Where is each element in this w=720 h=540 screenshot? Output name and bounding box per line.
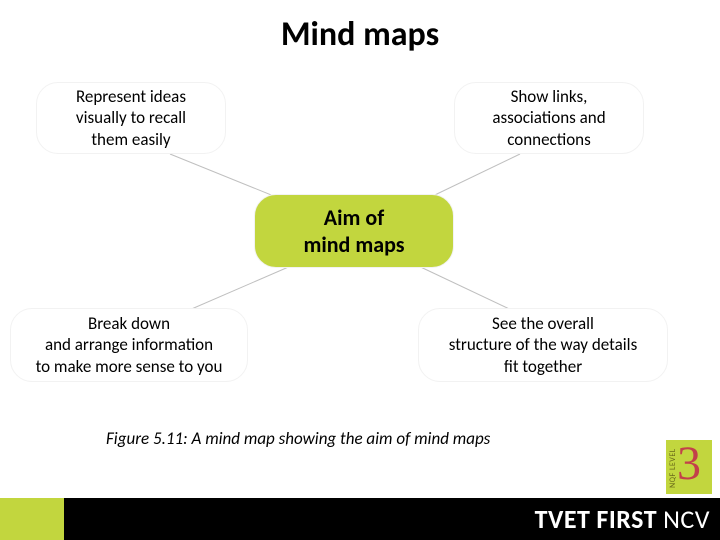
mindmap-node: Show links,associations andconnections (454, 82, 644, 154)
page-title: Mind maps (0, 0, 720, 55)
brand-ncv: NCV (663, 503, 710, 535)
brand-first: FIRST (596, 503, 657, 535)
brand-logo: TVET FIRST NCV (535, 503, 710, 535)
mindmap-node: Represent ideasvisually to recallthem ea… (36, 82, 226, 154)
mindmap-node: See the overallstructure of the way deta… (418, 308, 668, 382)
brand-tvet: TVET (535, 503, 591, 535)
nqf-label: NQF LEVEL (668, 448, 678, 488)
footer-accent-block (0, 498, 64, 540)
connector-lines (0, 0, 720, 540)
slide: Mind maps Aim ofmind maps Figure 5.11: A… (0, 0, 720, 540)
mindmap-node: Break downand arrange informationto make… (10, 308, 248, 382)
footer-bar: TVET FIRST NCV (0, 498, 720, 540)
mindmap-center-node: Aim ofmind maps (254, 194, 454, 268)
level-number: 3 (677, 437, 701, 490)
level-badge: NQF LEVEL 3 (666, 440, 712, 494)
figure-caption: Figure 5.11: A mind map showing the aim … (106, 428, 490, 449)
